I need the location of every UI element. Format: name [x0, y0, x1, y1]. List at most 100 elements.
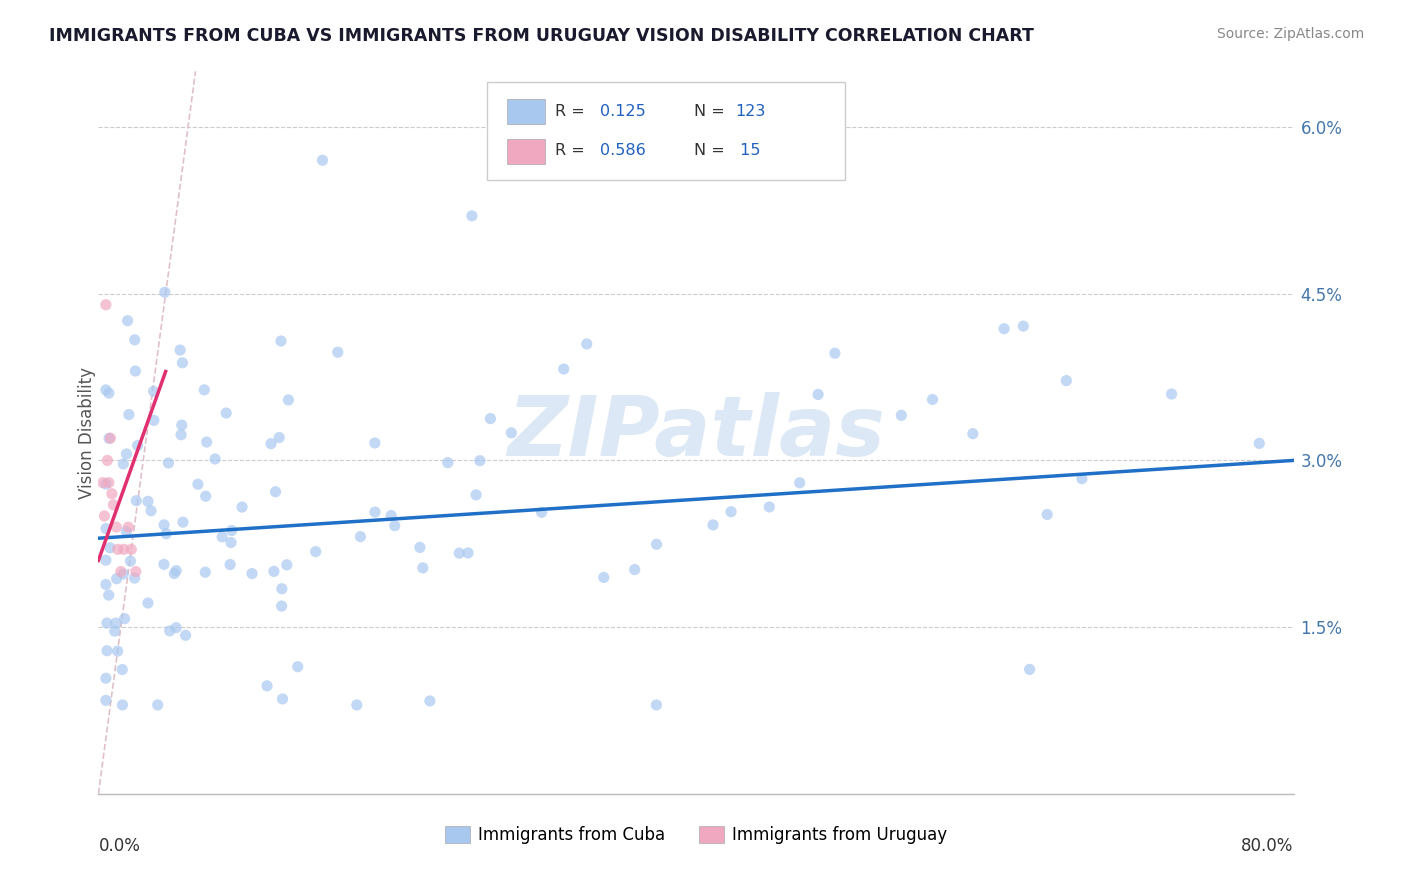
Point — [93, 508, 115, 523]
Point — [419, 694, 441, 708]
Point — [271, 692, 294, 706]
Point — [824, 346, 846, 360]
Point — [112, 457, 135, 471]
Point — [1054, 374, 1077, 388]
Point — [287, 659, 309, 673]
Point — [124, 364, 146, 378]
Point — [97, 475, 120, 490]
Legend: Immigrants from Cuba, Immigrants from Uruguay: Immigrants from Cuba, Immigrants from Ur… — [439, 819, 953, 851]
Point — [269, 431, 291, 445]
Point — [98, 431, 121, 445]
Point — [194, 565, 217, 579]
Point — [1018, 662, 1040, 676]
Point — [702, 517, 724, 532]
Point — [153, 285, 176, 300]
Text: 80.0%: 80.0% — [1241, 838, 1294, 855]
Point — [155, 526, 177, 541]
Text: 0.0%: 0.0% — [98, 838, 141, 855]
Point — [117, 520, 139, 534]
Point — [111, 663, 134, 677]
Point — [1012, 319, 1035, 334]
Point — [94, 477, 117, 491]
Point — [94, 298, 117, 312]
Point — [479, 411, 502, 425]
Point — [153, 558, 176, 572]
Point — [170, 427, 193, 442]
Point — [194, 489, 217, 503]
Point — [1249, 436, 1271, 450]
Point — [101, 487, 124, 501]
Point — [157, 456, 180, 470]
Point — [139, 504, 162, 518]
Point — [146, 698, 169, 712]
Point — [276, 558, 298, 572]
Point — [807, 387, 830, 401]
Point — [94, 671, 117, 685]
Bar — [508, 138, 546, 164]
Text: 0.586: 0.586 — [600, 144, 647, 159]
Point — [96, 615, 118, 630]
Point — [165, 564, 187, 578]
Point — [104, 624, 127, 639]
Point — [1160, 387, 1182, 401]
Point — [125, 565, 148, 579]
Point — [221, 524, 243, 538]
Text: IMMIGRANTS FROM CUBA VS IMMIGRANTS FROM URUGUAY VISION DISABILITY CORRELATION CH: IMMIGRANTS FROM CUBA VS IMMIGRANTS FROM … — [49, 27, 1033, 45]
Point — [592, 570, 614, 584]
Point — [112, 566, 135, 581]
Point — [623, 563, 645, 577]
Text: 0.125: 0.125 — [600, 103, 647, 119]
Point — [169, 343, 191, 357]
Point — [110, 565, 132, 579]
Point — [921, 392, 943, 407]
Text: N =: N = — [693, 103, 730, 119]
Point — [645, 537, 668, 551]
Point — [409, 541, 432, 555]
Point — [436, 456, 458, 470]
Point — [94, 693, 117, 707]
Point — [165, 621, 187, 635]
Point — [91, 475, 114, 490]
Y-axis label: Vision Disability: Vision Disability — [79, 367, 96, 499]
Point — [553, 362, 575, 376]
Point — [530, 505, 553, 519]
Point — [107, 644, 129, 658]
Point — [94, 522, 117, 536]
Point — [111, 698, 134, 712]
Point — [115, 524, 138, 539]
Point — [172, 356, 194, 370]
Point — [346, 698, 368, 712]
Point — [277, 392, 299, 407]
Point — [1070, 472, 1092, 486]
Point — [219, 535, 242, 549]
Point — [94, 577, 117, 591]
Point — [163, 566, 186, 581]
Text: ZIPatlas: ZIPatlas — [508, 392, 884, 473]
Point — [153, 517, 176, 532]
Point — [890, 409, 912, 423]
Text: Source: ZipAtlas.com: Source: ZipAtlas.com — [1216, 27, 1364, 41]
Point — [97, 588, 120, 602]
Point — [125, 493, 148, 508]
Point — [107, 542, 129, 557]
Text: R =: R = — [555, 103, 591, 119]
Point — [117, 314, 139, 328]
Point — [142, 384, 165, 399]
Point — [114, 612, 136, 626]
Point — [645, 698, 668, 712]
Point — [449, 546, 471, 560]
Point — [575, 337, 598, 351]
Point — [211, 530, 233, 544]
Text: R =: R = — [555, 144, 591, 159]
Point — [720, 505, 742, 519]
Point — [412, 561, 434, 575]
Point — [326, 345, 349, 359]
Text: N =: N = — [693, 144, 730, 159]
Point — [264, 484, 287, 499]
Point — [94, 553, 117, 567]
Point — [501, 425, 523, 440]
Point — [193, 383, 215, 397]
Point — [104, 616, 127, 631]
Point — [270, 599, 292, 613]
Point — [215, 406, 238, 420]
